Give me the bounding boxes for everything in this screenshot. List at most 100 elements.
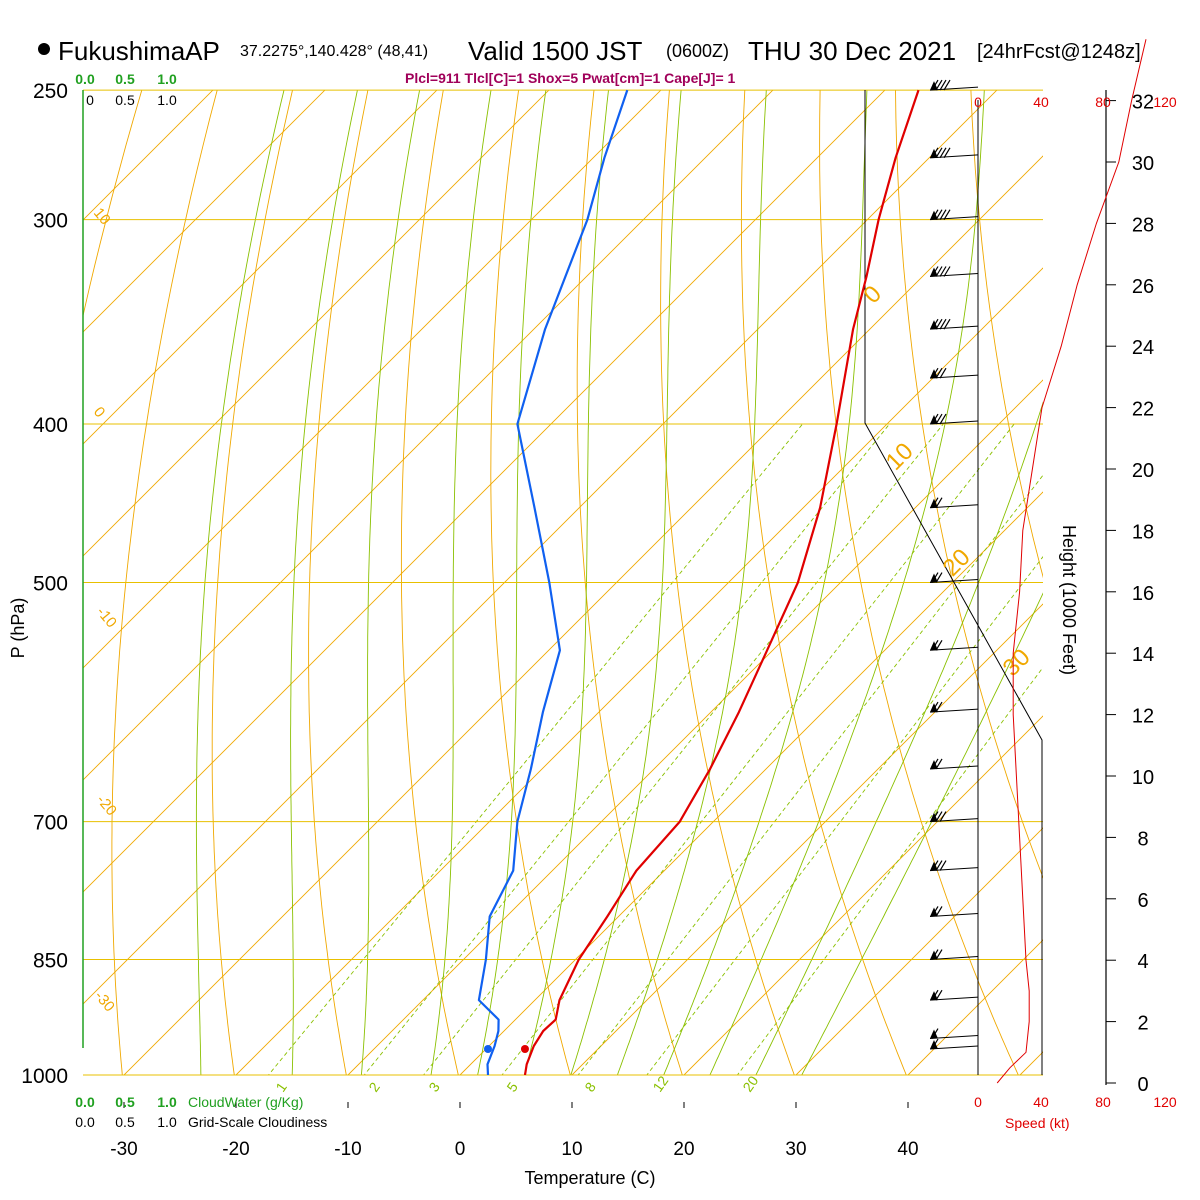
x-tick-label: 30 (785, 1139, 806, 1160)
mixing-ratio-line (422, 423, 944, 1075)
pressure-tick-label: 250 (33, 80, 68, 103)
pressure-tick-label: 400 (33, 414, 68, 437)
wind-barb (929, 209, 979, 221)
speed-tick-label-bottom: 40 (1033, 1094, 1049, 1110)
height-tick-label: 32 (1132, 92, 1154, 114)
pressure-tick-label: 300 (33, 210, 68, 233)
moist-adiabat-line (430, 90, 492, 1075)
height-tick-label: 2 (1137, 1013, 1148, 1035)
isobar-lines (83, 89, 1043, 1076)
cloudwater-tick-label-bottom: 0.5 (115, 1094, 135, 1110)
dry-adiabat-line (211, 90, 293, 1075)
wind-barb (929, 266, 979, 277)
chart-axes: -30 -20 -10 0 10 20 30 402503004005007008501000… (21, 71, 1177, 1160)
wind-barb (929, 147, 979, 159)
height-tick-label: 24 (1132, 337, 1154, 359)
cloudwater-tick-label-top: 0.0 (75, 71, 95, 87)
parcel-indices: Plcl=911 Tlcl[C]=1 Shox=5 Pwat[cm]=1 Cap… (405, 70, 736, 86)
dewpoint-trace (477, 89, 629, 1076)
height-tick-label: 22 (1132, 399, 1154, 421)
mixing-ratio-line (501, 423, 1015, 1075)
wind-barb (929, 367, 979, 379)
speed-profile-line (996, 39, 1147, 1084)
x-tick-label: 20 (673, 1139, 694, 1160)
cloudwater-tick-label-bottom: 0.0 (75, 1094, 95, 1110)
moist-adiabat-line (523, 90, 609, 1075)
wind-barb (929, 1038, 979, 1050)
dry-adiabat-line (970, 90, 1043, 579)
x-tick-label: 40 (897, 1139, 918, 1160)
cloudwater-label: CloudWater (g/Kg) (188, 1094, 303, 1110)
speed-tick-label-top: 80 (1095, 94, 1111, 110)
moist-adiabat-line (195, 90, 285, 1075)
valid-zulu: (0600Z) (666, 41, 729, 61)
wind-barb (929, 811, 979, 823)
dry-adiabat-line (819, 90, 1019, 1075)
cloudwater-tick-label-top: 0.5 (115, 71, 135, 87)
height-tick-label: 18 (1132, 521, 1154, 543)
wind-barb (929, 949, 979, 961)
dry-adiabat-line (740, 90, 907, 1075)
valid-date: THU 30 Dec 2021 (748, 36, 956, 66)
wind-barb (929, 701, 979, 713)
cloudiness-tick-label-bottom: 0.0 (75, 1114, 95, 1130)
speed-tick-label-top: 120 (1153, 94, 1177, 110)
cloudiness-tick-label-top: 1.0 (157, 92, 177, 108)
dry-adiabat-line (895, 90, 1043, 879)
wind-barb (929, 497, 979, 509)
x-tick-label: -10 (334, 1139, 361, 1160)
cloudiness-label: Grid-Scale Cloudiness (188, 1114, 327, 1130)
x-axis-title: Temperature (C) (524, 1168, 655, 1188)
moist-adiabat-line (477, 90, 547, 1075)
height-tick-label: 4 (1137, 951, 1148, 973)
speed-axis-title: Speed (kt) (1005, 1115, 1070, 1131)
isotherm-line (795, 827, 1043, 1075)
cloudiness-tick-label-bottom: 1.0 (157, 1114, 177, 1130)
forecast-info: [24hrFcst@1248z] (977, 41, 1141, 63)
height-tick-label: 8 (1137, 828, 1148, 850)
height-tick-label: 30 (1132, 153, 1154, 175)
height-tick-label: 16 (1132, 583, 1154, 605)
cloudwater-tick-label-bottom: 1.0 (157, 1094, 177, 1110)
speed-tick-label-top: 40 (1033, 94, 1049, 110)
x-tick-label: 10 (561, 1139, 582, 1160)
wind-barb (929, 639, 979, 651)
moist-adiabat-line (360, 90, 421, 1075)
cloudwater-tick-label-top: 1.0 (157, 71, 177, 87)
wind-barb (929, 413, 979, 425)
isotherm-line (83, 90, 326, 333)
pressure-tick-label: 500 (33, 573, 68, 596)
height-tick-label: 0 (1137, 1074, 1148, 1096)
temperature-trace (523, 89, 920, 1076)
wind-barb (929, 989, 979, 1001)
wind-barb (929, 318, 979, 330)
dry-adiabat-line (111, 90, 218, 1075)
pressure-tick-label: 1000 (21, 1065, 68, 1088)
wind-barb (929, 758, 979, 770)
cloudiness-tick-label-bottom: 0.5 (115, 1114, 135, 1130)
chart-title: FukushimaAP (58, 36, 220, 66)
moist-adiabat-line (663, 90, 868, 1075)
moist-adiabat-line (570, 90, 682, 1075)
isotherm-line (83, 90, 550, 557)
dry-adiabat-line (576, 90, 683, 1075)
y-axis-title: P (hPa) (8, 598, 28, 659)
temperature-surface-dot (520, 1045, 529, 1053)
dry-adiabat-line (308, 90, 369, 1075)
speed-tick-label-bottom: 80 (1095, 1094, 1111, 1110)
station-coords: 37.2275°,140.428° (48,41) (240, 43, 428, 60)
wind-barb (929, 906, 979, 917)
speed-tick-label-bottom: 0 (974, 1094, 982, 1110)
height-tick-label: 26 (1132, 276, 1154, 298)
speed-height-panel (996, 39, 1147, 1084)
height-tick-label: 10 (1132, 767, 1154, 789)
chart-header: FukushimaAP 37.2275°,140.428° (48,41) Va… (38, 36, 1141, 86)
dry-adiabat-line (660, 90, 795, 1075)
wind-barb (929, 860, 979, 872)
wind-barbs (929, 79, 979, 1050)
isotherm-line (571, 603, 1043, 1075)
cloudiness-tick-label-top: 0.5 (115, 92, 135, 108)
station-dot-icon (38, 43, 50, 55)
